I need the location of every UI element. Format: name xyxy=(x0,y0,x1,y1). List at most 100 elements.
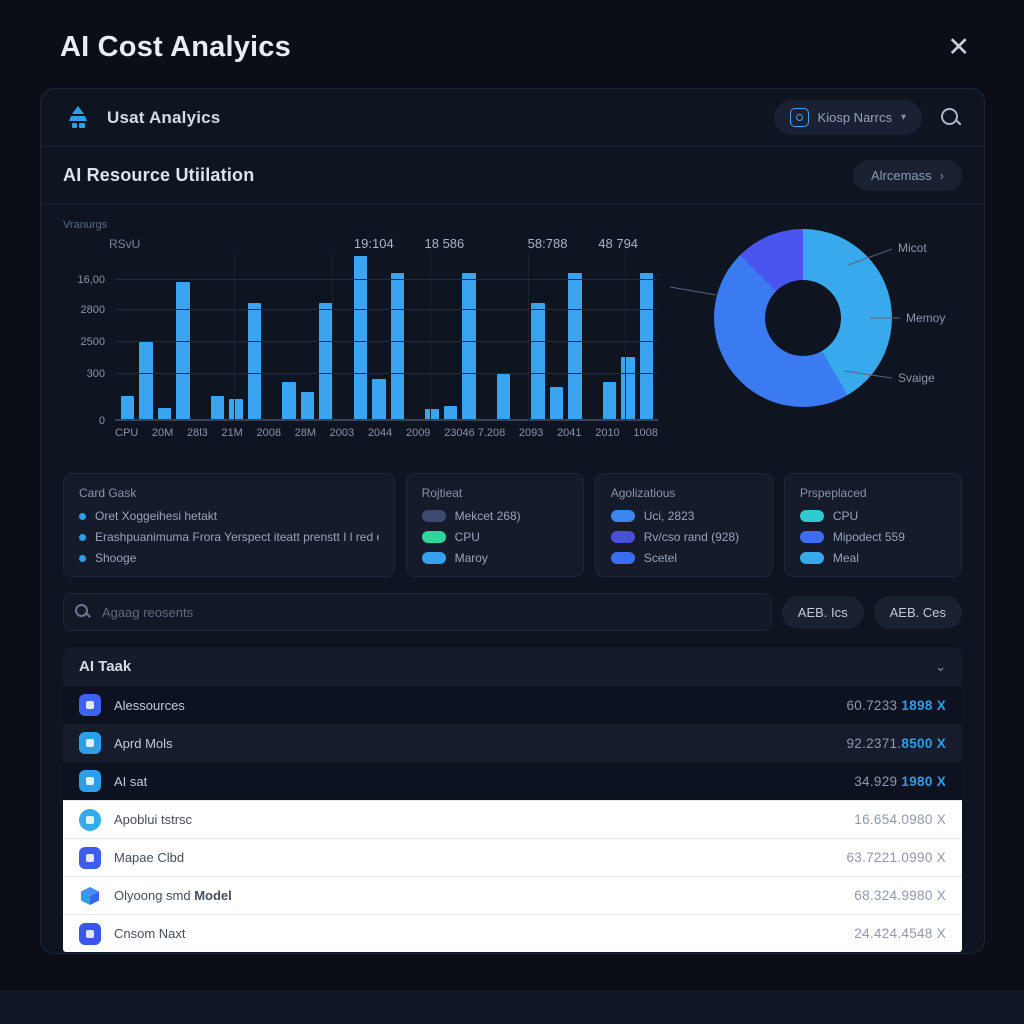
legend-color-chip xyxy=(421,552,446,564)
task-row[interactable]: Apoblui tstrsc 16.654.0980 X xyxy=(63,800,962,838)
vertical-gridline xyxy=(332,253,334,421)
task-row-value: 68.324.9980 X xyxy=(854,888,946,903)
value-gray-part: 24.424.4548 X xyxy=(854,926,946,941)
circle-icon xyxy=(79,808,101,831)
bars-container xyxy=(121,253,658,421)
bar xyxy=(425,409,439,421)
section-action-label: Alrcemass xyxy=(870,168,932,183)
legend-item-label: Mipodect 559 xyxy=(832,530,905,544)
section-header: AI Resource Utiilation Alrcemass › xyxy=(41,147,984,205)
bar xyxy=(121,395,135,421)
bar xyxy=(639,273,654,421)
model-selector-dropdown[interactable]: Kiosp Narrcs ▾ xyxy=(773,100,922,135)
bar-chart-plot-area: 16,00 2800 2500 300 0 19:104 18 586 58:788 48 79… xyxy=(77,236,658,427)
bar xyxy=(176,281,190,421)
bar xyxy=(353,256,368,421)
bar xyxy=(568,273,582,421)
value-gray-part: 34.929 xyxy=(854,773,902,789)
legend-color-chip xyxy=(799,510,824,522)
search-icon[interactable] xyxy=(940,107,962,129)
vertical-gridline xyxy=(625,253,627,421)
task-row-label: Aprd Mols xyxy=(114,735,173,751)
bar xyxy=(531,303,545,421)
legend-card: Prspeplaced CPU Mipodect 559 Meal xyxy=(783,473,962,577)
app-square-icon xyxy=(79,846,101,869)
task-row[interactable]: Alessources 60.7233 1898 X xyxy=(63,686,962,724)
task-row[interactable]: Cnsom Naxt 24.424.4548 X xyxy=(63,914,962,952)
x-axis-tick-label: 2009 xyxy=(405,427,431,439)
y-axis-tick-label: 2800 xyxy=(80,304,105,317)
task-list-header[interactable]: AI Taak ⌄ xyxy=(63,647,962,686)
value-blue-part: 1980 X xyxy=(901,773,946,789)
chevron-down-icon: ⌄ xyxy=(935,658,946,674)
donut-leader-lines xyxy=(670,248,900,379)
task-row-value: 92.2371.8500 X xyxy=(846,736,946,751)
bar xyxy=(602,382,617,421)
legend-item-label: Maroy xyxy=(454,551,488,565)
x-axis-line xyxy=(115,419,658,421)
gridline xyxy=(115,309,658,311)
task-row-value: 34.929 1980 X xyxy=(854,774,946,789)
app-square-icon xyxy=(79,770,101,792)
task-row-value: 16.654.0980 X xyxy=(854,812,946,827)
vertical-gridline xyxy=(527,253,529,421)
donut-segment-label: Micot xyxy=(898,241,927,255)
close-icon[interactable]: ✕ xyxy=(947,32,970,62)
bar-value-label: 18 586 xyxy=(424,236,465,251)
bar xyxy=(282,382,296,421)
vertical-gridline xyxy=(234,253,236,421)
legend-item-label: Erashpuanimuma Frora Yerspect iteatt pre… xyxy=(95,530,379,544)
bar xyxy=(372,379,386,421)
x-axis-labels: CPU 20M 28l3 21M 2008 28M 2003 2044 2009 23046 7.… xyxy=(115,427,658,439)
chart-series-title: RSvU xyxy=(109,237,141,251)
bar-value-label: 48 794 xyxy=(598,236,639,251)
filter-chip-button[interactable]: AEB. Ces xyxy=(873,595,962,629)
section-action-button[interactable]: Alrcemass › xyxy=(852,160,962,191)
model-selector-label: Kiosp Narrcs xyxy=(817,110,892,125)
legend-card: Agolizatious Uci, 2823 Rv/cso rand (928) Sc… xyxy=(594,473,773,577)
legend-item-label: Shooge xyxy=(95,551,137,565)
chart-corner-note: Vranurgs xyxy=(63,219,108,231)
x-axis-tick-label: 2044 xyxy=(367,427,393,439)
legend-item-label: Mekcet 268) xyxy=(454,509,521,523)
x-axis-tick-label: 2093 xyxy=(518,427,544,439)
bar xyxy=(496,373,511,421)
task-row-label: AI sat xyxy=(114,773,148,789)
task-row-value: 24.424.4548 X xyxy=(854,926,946,941)
bar xyxy=(390,273,405,421)
x-axis-tick-label: 23046 7.208 xyxy=(444,427,506,439)
x-axis-tick-label: 20M xyxy=(151,427,174,439)
footer-strip xyxy=(0,990,1024,1024)
legend-color-chip xyxy=(610,531,635,543)
legend-color-chip xyxy=(610,552,635,564)
task-row[interactable]: Mapae Clbd 63.7221.0990 X xyxy=(63,838,962,876)
section-title: AI Resource Utiilation xyxy=(63,165,255,185)
vertical-gridline xyxy=(429,253,431,421)
bar-value-label: 19:104 xyxy=(353,236,394,251)
task-row-label: Alessources xyxy=(114,697,185,713)
legend-item: CPU xyxy=(799,509,946,523)
task-row[interactable]: AI sat 34.929 1980 X xyxy=(63,762,962,800)
task-row-label: Mapae Clbd xyxy=(114,850,185,865)
search-input[interactable] xyxy=(63,593,772,631)
chevron-down-icon: ▾ xyxy=(900,112,906,123)
task-row-value: 60.7233 1898 X xyxy=(846,698,946,713)
legend-item-label: CPU xyxy=(454,530,480,544)
gridline xyxy=(115,341,658,343)
bar xyxy=(157,407,172,421)
legend-color-chip xyxy=(799,531,824,543)
task-row-label: Olyoong smd Model xyxy=(114,888,232,903)
value-gray-part: 63.7221.0990 X xyxy=(846,850,946,865)
legend-color-chip xyxy=(421,510,446,522)
y-axis-tick-label: 16,00 xyxy=(77,273,105,286)
task-row[interactable]: Olyoong smd Model 68.324.9980 X xyxy=(63,876,962,914)
task-row[interactable]: Aprd Mols 92.2371.8500 X xyxy=(63,724,962,762)
filter-chip-button[interactable]: AEB. Ics xyxy=(781,595,864,629)
chart-row: Vranurgs RSvU 16,00 2800 2500 300 0 19:104 18 … xyxy=(41,205,984,457)
top-bar: AI Cost Analyics ✕ xyxy=(0,0,1024,83)
bar xyxy=(319,303,333,421)
card-title: Agolizatious xyxy=(610,486,676,500)
bar xyxy=(247,303,262,421)
value-blue-part: 1898 X xyxy=(901,697,946,713)
bar xyxy=(621,357,635,421)
